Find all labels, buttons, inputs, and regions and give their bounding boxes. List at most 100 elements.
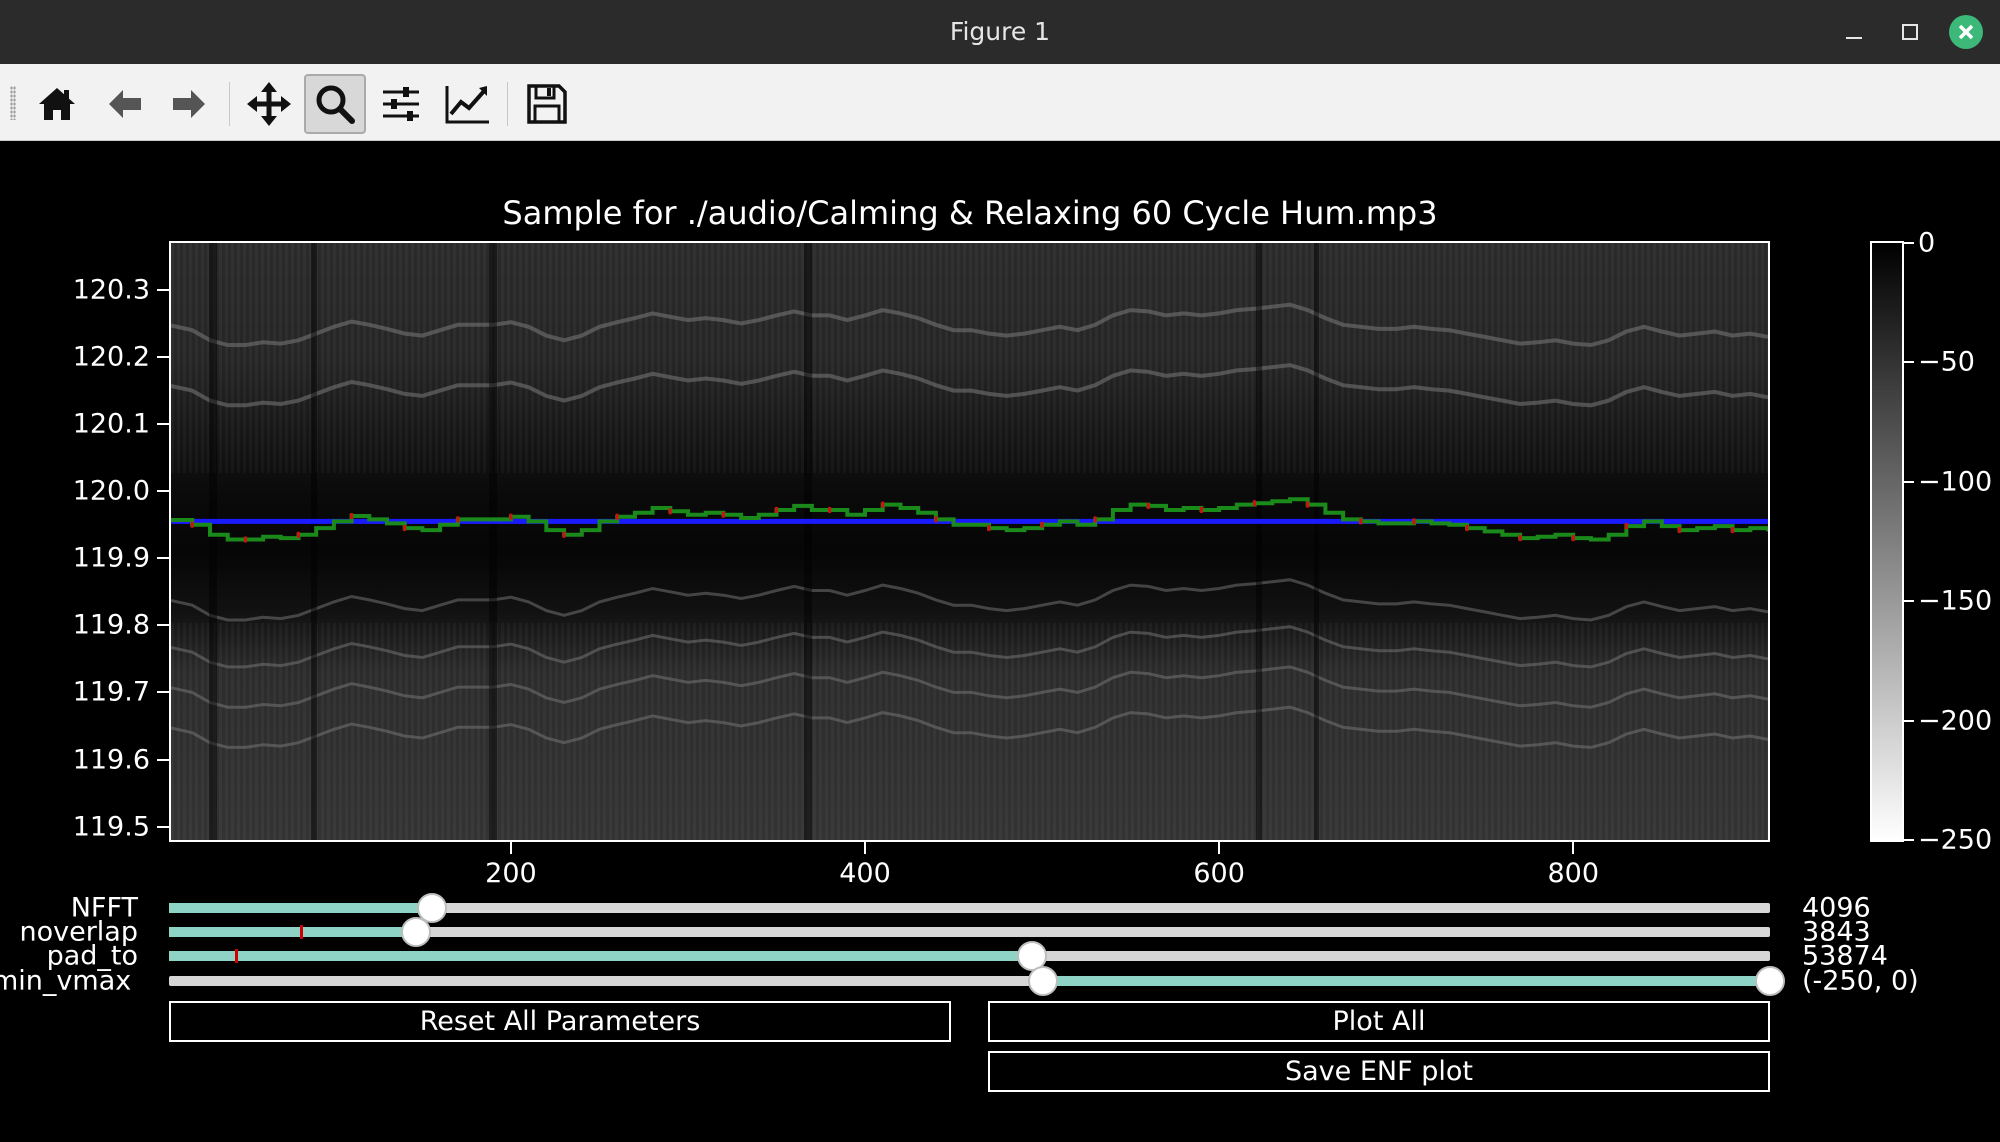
enf-trace-point <box>615 513 619 520</box>
slider-noverlap[interactable] <box>169 917 1770 947</box>
back-arrow-icon[interactable] <box>94 74 156 134</box>
enf-trace-point <box>1306 501 1310 508</box>
enf-trace-point <box>934 516 938 523</box>
slider-value-noverlap: 3843 <box>1802 916 1871 948</box>
slider-handle[interactable] <box>1755 966 1785 996</box>
reset-all-parameters-button[interactable]: Reset All Parameters <box>169 1001 951 1042</box>
spectrogram-axes[interactable] <box>169 241 1770 842</box>
zoom-magnifier-icon[interactable] <box>304 74 366 134</box>
slider-label-NFFT: NFFT <box>70 892 138 924</box>
x-tick-label: 600 <box>1193 858 1245 889</box>
enf-trace-point <box>1040 521 1044 528</box>
enf-trace-point <box>456 516 460 523</box>
maximize-icon[interactable] <box>1894 16 1926 48</box>
slider-pad-to[interactable] <box>169 941 1770 971</box>
x-tick-mark <box>1218 842 1221 854</box>
subplots-config-icon[interactable] <box>370 74 432 134</box>
enf-trace-point <box>1518 535 1522 542</box>
spectrogram-harmonic-band <box>171 705 1768 749</box>
enf-trace-point <box>562 531 566 538</box>
close-icon[interactable] <box>1948 14 1984 50</box>
spectrogram-harmonic-band <box>171 665 1768 709</box>
y-tick-label: 119.7 <box>72 676 150 708</box>
slider-value-min-vmax: (-250, 0) <box>1802 965 1919 997</box>
enf-trace-point <box>1199 506 1203 513</box>
home-icon[interactable] <box>26 74 88 134</box>
x-tick-label: 800 <box>1547 858 1600 889</box>
y-tick-label: 119.5 <box>72 811 150 843</box>
spectrogram-dark-column <box>209 243 217 840</box>
navigation-toolbar <box>0 64 2000 141</box>
enf-trace-point <box>1624 523 1628 530</box>
colorbar-tick-label: −100 <box>1918 466 1993 498</box>
slider-label-min-vmax: min_vmax <box>0 965 132 997</box>
window-titlebar: Figure 1 <box>0 0 2000 64</box>
slider-handle[interactable] <box>400 917 431 947</box>
enf-trace-point <box>987 525 991 532</box>
y-tick-mark <box>157 288 169 291</box>
spectrogram-image <box>171 243 1768 840</box>
slider-value-NFFT: 4096 <box>1802 892 1871 924</box>
slider-NFFT[interactable] <box>169 893 1770 923</box>
slider-handle[interactable] <box>416 893 447 923</box>
save-enf-plot-button[interactable]: Save ENF plot <box>988 1051 1770 1092</box>
y-tick-label: 119.8 <box>72 609 150 641</box>
spectrogram-dark-column <box>311 243 317 840</box>
y-tick-label: 119.9 <box>72 542 150 574</box>
colorbar-tick-label: −200 <box>1918 705 1993 737</box>
save-floppy-icon[interactable] <box>516 74 578 134</box>
enf-trace-point <box>1146 502 1150 509</box>
enf-trace-point <box>403 525 407 532</box>
spectrogram-dark-column <box>804 243 812 840</box>
colorbar-tick-label: −250 <box>1918 824 1993 856</box>
edit-axes-icon[interactable] <box>436 74 498 134</box>
colorbar-tick-label: −150 <box>1918 585 1993 617</box>
enf-trace-point <box>1677 527 1681 534</box>
enf-trace-point <box>350 513 354 520</box>
x-tick-mark <box>1572 842 1575 854</box>
enf-trace-point <box>243 536 247 543</box>
pan-move-icon[interactable] <box>238 74 300 134</box>
colorbar-tick-mark <box>1904 719 1914 722</box>
toolbar-separator <box>229 82 230 126</box>
plot-title: Sample for ./audio/Calming & Relaxing 60… <box>502 194 1438 232</box>
slider-min-vmax[interactable] <box>169 966 1785 996</box>
slider-handle[interactable] <box>1028 966 1059 996</box>
slider-fill <box>1043 976 1770 986</box>
colorbar-tick-label: −50 <box>1918 346 1975 378</box>
x-tick-label: 400 <box>839 858 891 889</box>
y-tick-mark <box>157 490 169 493</box>
enf-trace-point <box>881 501 885 508</box>
forward-arrow-icon[interactable] <box>158 74 220 134</box>
slider-initial-marker <box>234 949 238 963</box>
spectrogram-dark-column <box>1314 243 1319 840</box>
toolbar-grip[interactable] <box>10 86 16 120</box>
spectrogram-harmonic-band <box>171 363 1768 408</box>
slider-fill <box>169 903 432 913</box>
y-tick-mark <box>157 624 169 627</box>
colorbar-tick-label: 0 <box>1918 227 1936 259</box>
enf-trace-point <box>775 506 779 513</box>
y-tick-label: 120.2 <box>72 341 150 373</box>
minimize-icon[interactable] <box>1838 16 1870 48</box>
toolbar-separator <box>507 82 508 126</box>
y-tick-label: 120.3 <box>72 274 150 306</box>
enf-trace-point <box>1359 518 1363 525</box>
plot-all-button[interactable]: Plot All <box>988 1001 1770 1042</box>
enf-trace-point <box>296 531 300 538</box>
spectrogram-dark-column <box>489 243 497 840</box>
window-title: Figure 1 <box>949 17 1051 46</box>
spectrogram-harmonic-band <box>171 578 1768 622</box>
y-tick-label: 120.0 <box>72 475 150 507</box>
y-tick-mark <box>157 825 169 828</box>
colorbar-tick-mark <box>1904 242 1914 244</box>
enf-trace-point <box>668 508 672 515</box>
x-tick-mark <box>509 842 512 854</box>
enf-trace-point <box>509 513 513 520</box>
x-tick-label: 200 <box>485 858 537 889</box>
slider-fill <box>169 927 416 937</box>
y-tick-mark <box>157 423 169 426</box>
enf-trace-point <box>1253 500 1257 507</box>
y-tick-mark <box>157 758 169 761</box>
enf-trace-point <box>1731 527 1735 534</box>
